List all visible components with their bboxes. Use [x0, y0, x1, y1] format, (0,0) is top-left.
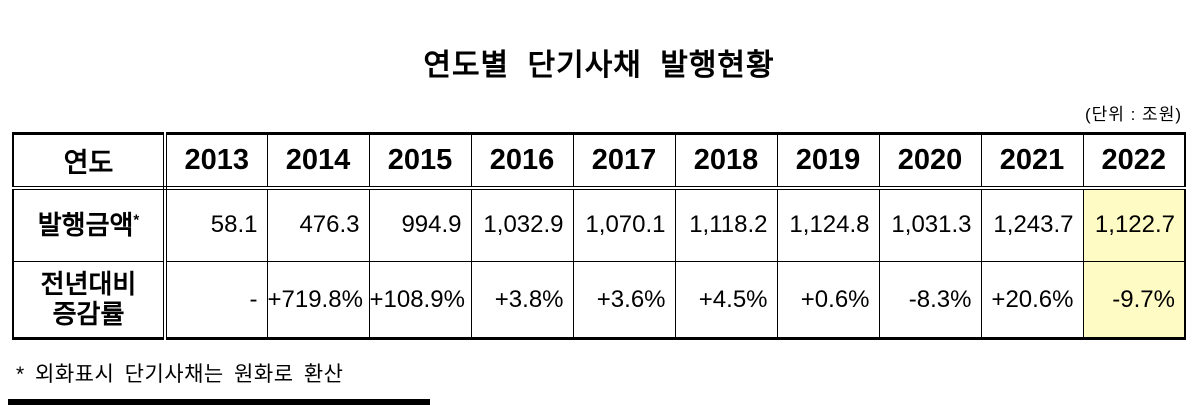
unit-note: (단위 : 조원)	[1084, 105, 1182, 124]
change-2013: -	[164, 261, 268, 339]
amount-2016: 1,032.9	[470, 187, 574, 262]
amount-2013: 58.1	[164, 187, 268, 262]
year-header-2018: 2018	[674, 133, 778, 190]
year-header-2022: 2022	[1082, 133, 1186, 190]
footnote: * 외화표시 단기사채는 원화로 환산	[16, 363, 344, 386]
amount-label-text: 발행금액	[37, 209, 134, 240]
change-2014: +719.8%	[266, 261, 370, 339]
change-2018: +4.5%	[674, 261, 778, 339]
amount-2022-highlighted: 1,122.7	[1082, 187, 1186, 262]
year-header-2019: 2019	[776, 133, 880, 190]
change-2017: +3.6%	[572, 261, 676, 339]
change-2016: +3.8%	[470, 261, 574, 339]
year-header-2013: 2013	[164, 133, 268, 190]
change-2015: +108.9%	[368, 261, 472, 339]
amount-row: 발행금액* 58.1 476.3 994.9 1,032.9 1,070.1 1…	[12, 187, 1186, 262]
year-header-2016: 2016	[470, 133, 574, 190]
amount-2014: 476.3	[266, 187, 370, 262]
amount-2020: 1,031.3	[878, 187, 982, 262]
year-header-2014: 2014	[266, 133, 370, 190]
amount-2015: 994.9	[368, 187, 472, 262]
amount-2019: 1,124.8	[776, 187, 880, 262]
amount-2021: 1,243.7	[980, 187, 1084, 262]
year-header-2021: 2021	[980, 133, 1084, 190]
change-2019: +0.6%	[776, 261, 880, 339]
table-header-row: 연도 2013 2014 2015 2016 2017 2018 2019 20…	[12, 133, 1186, 190]
issuance-table: 연도 2013 2014 2015 2016 2017 2018 2019 20…	[12, 132, 1186, 340]
change-rate-row: 전년대비 증감률 - +719.8% +108.9% +3.8% +3.6% +…	[12, 261, 1186, 339]
cropped-next-table-edge	[8, 399, 430, 405]
change-2022-highlighted: -9.7%	[1082, 261, 1186, 339]
amount-2018: 1,118.2	[674, 187, 778, 262]
year-column-header: 연도	[12, 133, 167, 190]
year-header-2015: 2015	[368, 133, 472, 190]
page-title: 연도별 단기사채 발행현황	[423, 49, 775, 82]
year-header-2017: 2017	[572, 133, 676, 190]
change-rate-row-label: 전년대비 증감률	[12, 261, 167, 339]
change-2020: -8.3%	[878, 261, 982, 339]
year-header-2020: 2020	[878, 133, 982, 190]
amount-label-asterisk: *	[133, 211, 140, 229]
amount-2017: 1,070.1	[572, 187, 676, 262]
change-2021: +20.6%	[980, 261, 1084, 339]
amount-row-label: 발행금액*	[12, 187, 167, 262]
